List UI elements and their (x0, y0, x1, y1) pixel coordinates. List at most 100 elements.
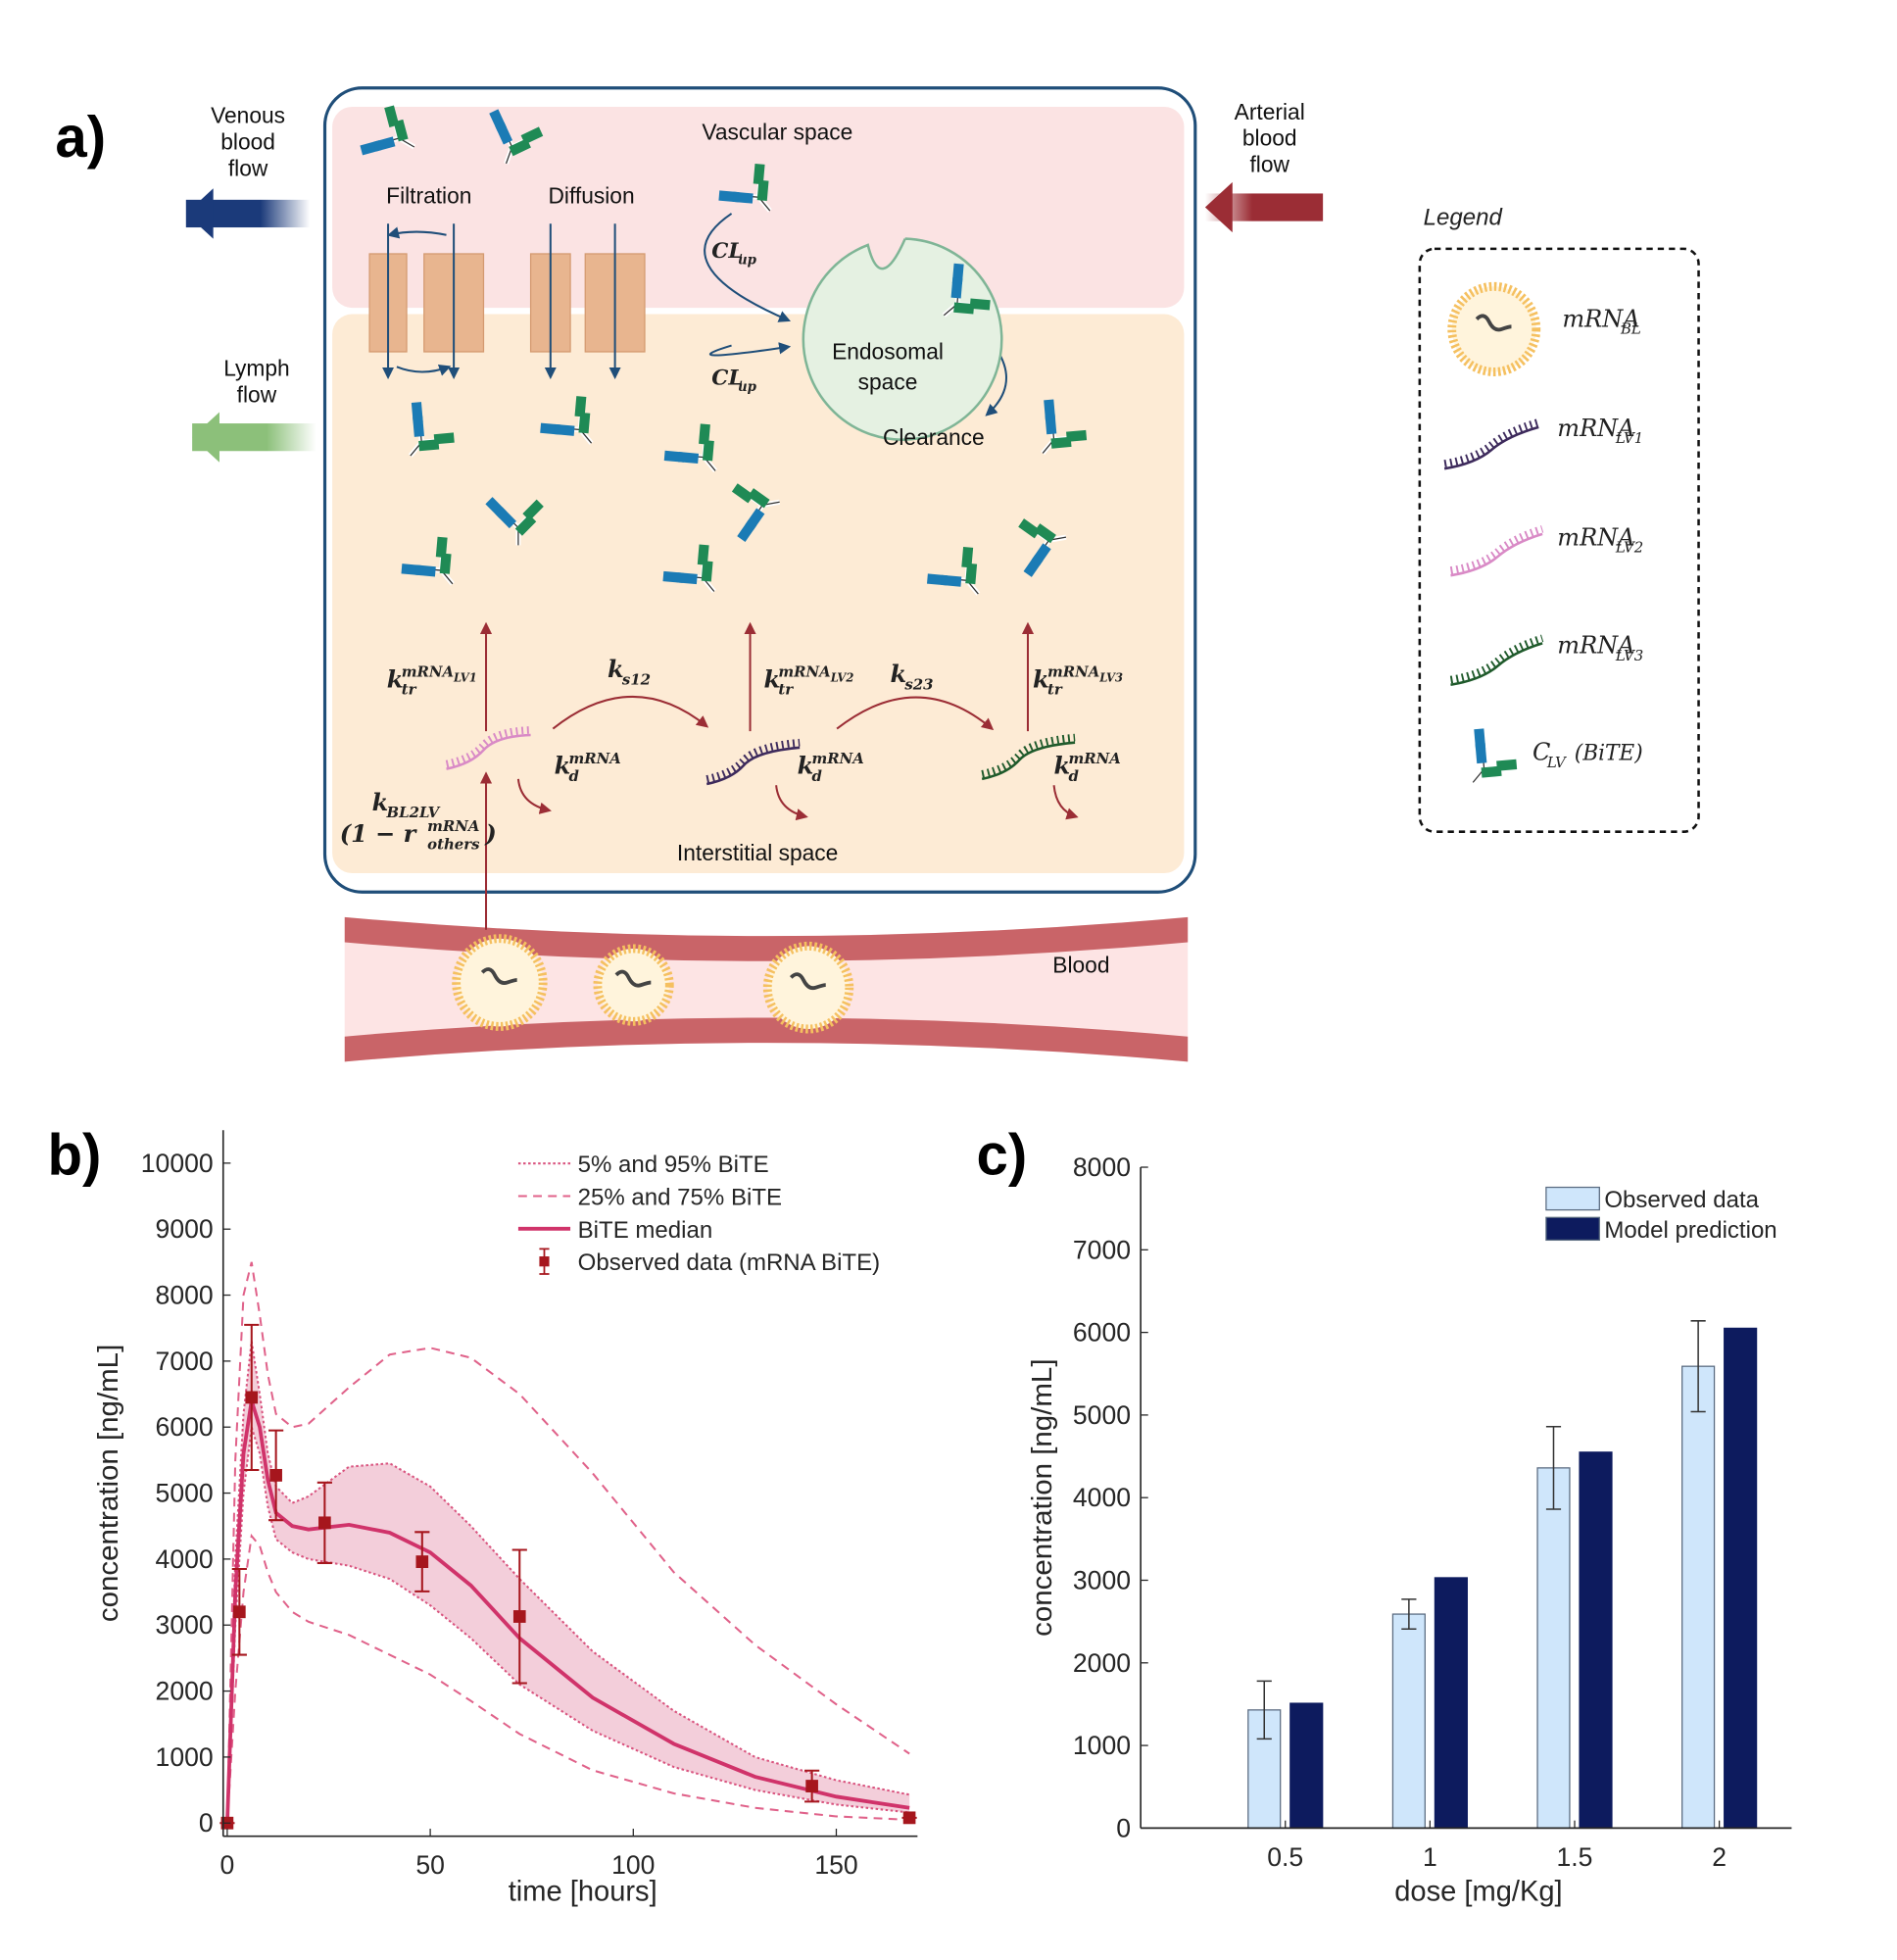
venous-label: Venous (211, 103, 285, 128)
y-tick-label: 7000 (156, 1347, 214, 1376)
k-fraction-sup: mRNA (427, 817, 479, 835)
k-tr-sup: mRNA (402, 662, 454, 680)
mrna-strands (445, 418, 1544, 786)
cl-up-main: CL (711, 366, 743, 390)
observed-point (902, 1811, 916, 1825)
k-bl2lv: kBL2LV (372, 788, 441, 821)
band-fill (226, 1341, 910, 1824)
observed-point (245, 1391, 259, 1404)
k-d-sub: d (569, 767, 580, 785)
k-fraction: (1 − r mRNA others) (340, 817, 497, 853)
error-bar (1401, 1598, 1417, 1630)
blood-label: Blood (1052, 952, 1109, 977)
error-bar (1545, 1425, 1562, 1510)
legend-label: Observed data (mRNA BiTE) (578, 1250, 880, 1276)
legend-item-sub: LV (1546, 754, 1568, 771)
x-tick-label: 100 (611, 1850, 655, 1880)
k-d-sub: d (812, 767, 823, 785)
k-tr: kmRNALV3 tr (1033, 662, 1123, 698)
legend-label: Observed data (1604, 1187, 1759, 1213)
y-tick-label: 0 (199, 1808, 214, 1838)
k-s-main: k (891, 660, 907, 688)
interstitial-region (332, 314, 1185, 874)
cl-up-main: CL (711, 239, 743, 264)
transport-arrows (381, 213, 1007, 416)
k-d-sup: mRNA (569, 750, 621, 767)
k-tr-sub: tr (778, 680, 794, 698)
k-tr-main: k (387, 664, 404, 693)
venous-label: flow (228, 155, 268, 180)
legend-item: mRNALV1 (1557, 415, 1643, 447)
k-d: kmRNA d (798, 750, 864, 785)
observed-point (805, 1780, 818, 1792)
observed-point (512, 1610, 526, 1623)
panel-label: b) (47, 1123, 101, 1187)
bar (1289, 1702, 1324, 1830)
k-d-sup: mRNA (1068, 750, 1120, 767)
venous-arrow-head (185, 188, 214, 239)
y-tick-label: 2000 (1073, 1648, 1131, 1678)
k-tr: kmRNALV2 tr (763, 662, 853, 698)
legend-item-suffix: (BiTE) (1568, 742, 1643, 766)
band-upper (225, 1261, 910, 1824)
cl-up-sub: up (738, 252, 757, 268)
y-tick-label: 8000 (1073, 1152, 1131, 1182)
bar (1724, 1327, 1758, 1830)
legend-item-sub: LV3 (1615, 647, 1643, 664)
k-tr-main: k (763, 664, 780, 693)
k-tr-sup-sub: LV2 (830, 671, 854, 685)
legend-swatch (1545, 1186, 1600, 1211)
y-tick-label: 8000 (156, 1280, 214, 1309)
k-s: ks12 (608, 655, 651, 688)
y-tick-label: 0 (1116, 1813, 1131, 1842)
k-d-sup: mRNA (812, 750, 864, 767)
y-tick-label: 7000 (1073, 1235, 1131, 1264)
k-tr-sub: tr (1047, 680, 1063, 698)
k-bl2lv-sub: BL2LV (386, 804, 441, 821)
bar (1434, 1577, 1468, 1830)
legend-swatch (1545, 1216, 1600, 1242)
venous-label: blood (220, 128, 275, 154)
observed-point (233, 1605, 246, 1619)
x-tick-label: 150 (814, 1850, 857, 1880)
arterial-arrow-head (1204, 181, 1233, 233)
k-d-sub: d (1068, 767, 1079, 785)
k-d: kmRNA d (1054, 750, 1121, 785)
clearance-label: Clearance (883, 424, 985, 450)
interstitial-label: Interstitial space (677, 840, 838, 865)
organ-box (322, 86, 1197, 894)
observed-point (269, 1468, 282, 1482)
k-s-main: k (608, 655, 624, 683)
y-tick-label: 3000 (1073, 1565, 1131, 1594)
k-d-main: k (555, 752, 571, 780)
k-fraction-close: ) (484, 819, 496, 848)
legend-item-main: mRNA (1557, 632, 1634, 660)
k-fraction-main: (1 − r (340, 819, 418, 848)
x-axis-label: time [hours] (509, 1876, 657, 1908)
y-tick-label: 1000 (156, 1742, 214, 1772)
k-tr: kmRNALV1 tr (387, 662, 477, 698)
y-tick-label: 2000 (156, 1676, 214, 1705)
observed-point (318, 1516, 331, 1530)
lnps (452, 281, 1541, 1034)
legend-item-sub: BL (1620, 320, 1641, 338)
blood-vessel (344, 916, 1189, 1062)
bar (1536, 1467, 1571, 1830)
k-tr-sub: tr (402, 680, 417, 698)
k-tr-sup-sub: LV1 (453, 671, 477, 685)
observed-point (415, 1555, 429, 1569)
lymph-arrow-head (192, 412, 219, 463)
k-d-main: k (798, 752, 814, 780)
y-axis-label: concentration [ng/mL] (1026, 1358, 1058, 1636)
y-tick-label: 5000 (1073, 1400, 1131, 1430)
arterial-label: flow (1249, 152, 1289, 177)
x-tick-label: 0.5 (1267, 1842, 1303, 1872)
band-lower (225, 1533, 910, 1824)
y-axis-label: concentration [ng/mL] (92, 1345, 124, 1622)
reaction-arrows (479, 621, 1079, 930)
error-bar (1690, 1320, 1706, 1413)
legend-title: Legend (1424, 204, 1504, 230)
median-line (225, 1399, 910, 1824)
legend-item-main: C (1532, 738, 1551, 765)
